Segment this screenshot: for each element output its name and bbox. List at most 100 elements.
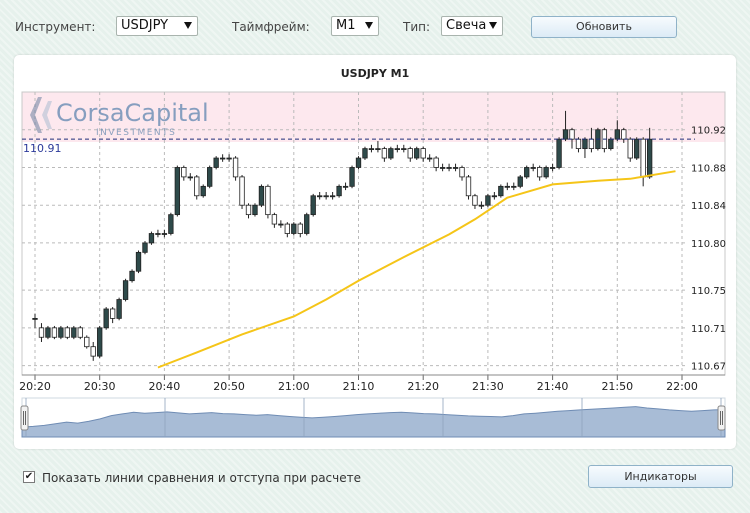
candle-body xyxy=(575,138,582,149)
candle-body xyxy=(71,327,77,338)
indicators-button[interactable]: Индикаторы xyxy=(588,465,733,488)
candle-body xyxy=(181,167,187,178)
candle-body xyxy=(569,129,575,140)
x-tick-label: 21:10 xyxy=(343,380,375,393)
current-price-label: 110.91 xyxy=(23,142,62,155)
candle-body xyxy=(556,138,562,168)
candle-body xyxy=(200,185,206,197)
candle-body xyxy=(498,185,504,197)
candle-body xyxy=(342,185,349,188)
compare-lines-label: Показать линии сравнения и отступа при р… xyxy=(42,471,361,485)
navigator-handle xyxy=(20,405,29,431)
candle-body xyxy=(511,185,517,188)
candle-body xyxy=(621,129,627,140)
candle-body xyxy=(122,280,129,300)
candle-body xyxy=(562,129,569,140)
candle-body xyxy=(45,327,51,338)
candle-body xyxy=(174,167,181,216)
candle-body xyxy=(491,195,498,198)
candle-body xyxy=(148,233,155,244)
candle-body xyxy=(485,195,491,206)
y-tick-label: 110.67 xyxy=(691,362,726,373)
chevron-down-icon xyxy=(184,22,192,29)
y-tick-label: 110.88 xyxy=(691,163,726,174)
candle-body xyxy=(278,223,284,226)
candle-body xyxy=(634,138,640,159)
candlestick-chart[interactable]: CorsaCapital INVESTMENTS 110.91 110.67 11… xyxy=(14,55,736,449)
candle-body xyxy=(420,148,426,159)
candle-body xyxy=(478,204,485,207)
candles xyxy=(32,110,653,361)
candle-body xyxy=(646,138,653,178)
candle-body xyxy=(362,148,368,159)
candle-body xyxy=(304,214,310,234)
candle-body xyxy=(38,327,45,338)
candle-body xyxy=(213,157,219,168)
timeframe-label: Таймфрейм: xyxy=(232,20,310,34)
candle-body xyxy=(207,167,213,187)
candle-body xyxy=(614,129,620,140)
svg-text:INVESTMENTS: INVESTMENTS xyxy=(96,128,176,138)
candle-body xyxy=(349,167,355,187)
y-tick-label: 110.71 xyxy=(691,324,726,335)
candle-body xyxy=(388,148,394,159)
x-tick-label: 21:20 xyxy=(407,380,439,393)
candle-body xyxy=(472,195,478,206)
candle-body xyxy=(226,157,232,160)
x-tick-label: 20:30 xyxy=(84,380,116,393)
navigator[interactable] xyxy=(20,397,726,438)
candle-body xyxy=(355,157,362,168)
candle-body xyxy=(58,327,64,338)
candle-body xyxy=(161,233,168,235)
candle-body xyxy=(77,327,83,338)
y-tick-label: 110.92 xyxy=(691,126,726,137)
candle-body xyxy=(142,242,148,253)
x-tick-label: 20:40 xyxy=(149,380,181,393)
candle-body xyxy=(291,223,297,234)
candle-body xyxy=(271,214,278,225)
candle-body xyxy=(51,327,58,338)
moving-average-line xyxy=(157,170,676,369)
timeframe-select[interactable]: M1 xyxy=(331,16,379,36)
toolbar: Инструмент: USDJPY Таймфрейм: M1 Тип: Св… xyxy=(0,0,750,52)
candle-body xyxy=(608,138,614,149)
candle-body xyxy=(368,148,375,150)
x-tick-label: 21:50 xyxy=(601,380,633,393)
candle-body xyxy=(90,346,96,357)
refresh-button[interactable]: Обновить xyxy=(531,16,677,38)
candle-body xyxy=(239,176,245,206)
candle-body xyxy=(135,251,142,272)
x-tick-label: 20:50 xyxy=(213,380,245,393)
candle-body xyxy=(640,138,646,178)
navigator-area xyxy=(21,406,726,438)
candle-body xyxy=(375,148,381,150)
type-select[interactable]: Свеча xyxy=(441,16,503,36)
x-axis: 20:20 20:30 20:40 20:50 21:00 21:10 21:20 21:30… xyxy=(19,374,725,393)
x-tick-label: 21:30 xyxy=(472,380,504,393)
instrument-label: Инструмент: xyxy=(15,20,96,34)
timeframe-value: M1 xyxy=(336,18,356,33)
candle-body xyxy=(194,176,200,197)
compare-lines-checkbox[interactable]: ✔ xyxy=(23,471,35,483)
candle-body xyxy=(336,185,342,197)
logo-text: CorsaCapital xyxy=(56,99,209,127)
candle-body xyxy=(252,204,258,216)
candle-body xyxy=(465,176,472,197)
chevron-down-icon xyxy=(489,22,497,29)
candle-body xyxy=(265,185,271,216)
candle-body xyxy=(129,270,135,282)
type-value: Свеча xyxy=(446,18,487,33)
candle-body xyxy=(310,195,316,216)
candle-body xyxy=(258,185,265,206)
candle-body xyxy=(103,308,109,329)
y-tick-label: 110.80 xyxy=(691,239,726,250)
candle-body xyxy=(549,167,556,169)
candle-body xyxy=(323,195,329,198)
candle-body xyxy=(116,299,122,319)
x-tick-label: 21:00 xyxy=(278,380,310,393)
candle-body xyxy=(530,167,536,169)
candle-body xyxy=(219,157,226,160)
candle-body xyxy=(187,176,193,179)
candle-body xyxy=(414,148,420,159)
instrument-select[interactable]: USDJPY xyxy=(116,16,198,36)
